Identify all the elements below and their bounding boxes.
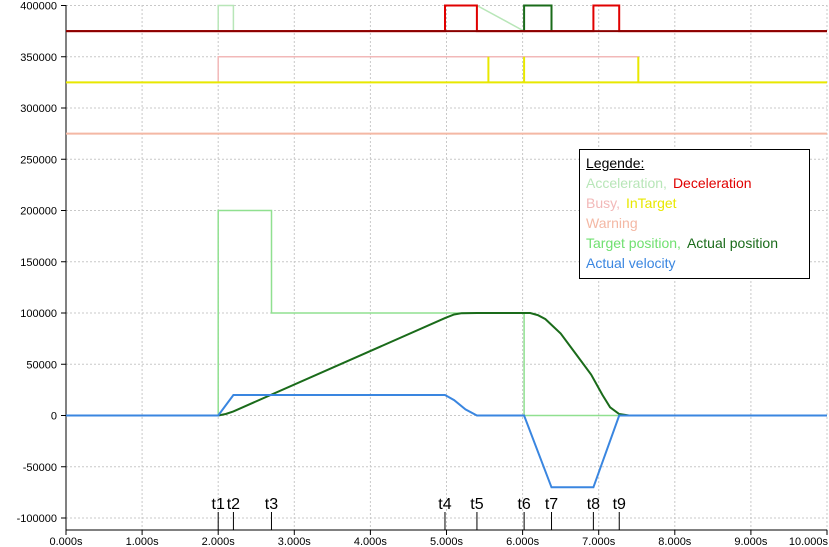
series-line	[66, 209, 827, 417]
marker-label: t3	[265, 496, 278, 513]
y-tick-label: 400000	[20, 1, 57, 13]
legend: Legende: Acceleration, Deceleration Busy, I…	[579, 149, 810, 279]
legend-entry: Target position,	[586, 235, 681, 251]
axes	[61, 5, 828, 535]
x-tick-label: 5.000s	[430, 536, 464, 547]
legend-entry: Warning	[586, 215, 638, 231]
marker-label: t5	[470, 496, 483, 513]
legend-entry: Busy,	[586, 195, 620, 211]
marker-label: t9	[613, 496, 626, 513]
marker-label: t1	[212, 496, 225, 513]
legend-entry: Actual velocity	[586, 255, 676, 271]
marker-label: t6	[517, 496, 530, 513]
legend-row: Acceleration, Deceleration	[586, 173, 809, 193]
marker-label: t2	[227, 496, 240, 513]
legend-row: Warning	[586, 213, 809, 233]
x-tick-label: 6.000s	[506, 536, 540, 547]
x-tick-label: 8.000s	[658, 536, 692, 547]
x-tick-label: 9.000s	[734, 536, 768, 547]
y-tick-label: 50000	[26, 359, 57, 371]
series-line	[66, 312, 827, 417]
marker-label: t8	[587, 496, 600, 513]
legend-entry: InTarget	[625, 195, 677, 211]
x-tick-label: 3.000s	[278, 536, 312, 547]
legend-title: Legende:	[586, 155, 645, 171]
y-tick-label: 350000	[20, 52, 57, 64]
y-tick-label: 100000	[20, 308, 57, 320]
legend-entry: Acceleration,	[586, 175, 667, 191]
x-tick-label: 10.000s	[789, 536, 829, 547]
marker-label: t4	[438, 496, 451, 513]
x-tick-label: 4.000s	[354, 536, 388, 547]
y-tick-label: -50000	[23, 462, 57, 474]
series-lines	[66, 4, 827, 489]
y-tick-label: 200000	[20, 206, 57, 218]
x-tick-label: 0.000s	[49, 536, 83, 547]
y-tick-label: 250000	[20, 154, 57, 166]
tick-labels: 400000 350000 300000 250000 200000 150000 1000…	[17, 1, 829, 547]
y-tick-label: 150000	[20, 257, 57, 269]
series-line	[523, 4, 553, 32]
series-line	[66, 394, 827, 489]
x-tick-label: 2.000s	[202, 536, 236, 547]
marker-label: t7	[545, 496, 558, 513]
legend-row: Busy, InTarget	[586, 193, 809, 213]
legend-row: Actual velocity	[586, 253, 809, 273]
legend-entry: Deceleration	[672, 175, 752, 191]
series-line	[66, 56, 827, 84]
y-tick-label: -100000	[17, 513, 57, 525]
y-tick-label: 0	[51, 411, 57, 423]
time-markers: t1 t2 t3 t4 t5 t6 t7 t8 t9	[212, 496, 626, 530]
x-tick-label: 1.000s	[126, 536, 160, 547]
x-tick-label: 7.000s	[582, 536, 616, 547]
legend-row: Target position, Actual position	[586, 233, 809, 253]
legend-entry: Actual position	[686, 235, 779, 251]
y-tick-label: 300000	[20, 103, 57, 115]
